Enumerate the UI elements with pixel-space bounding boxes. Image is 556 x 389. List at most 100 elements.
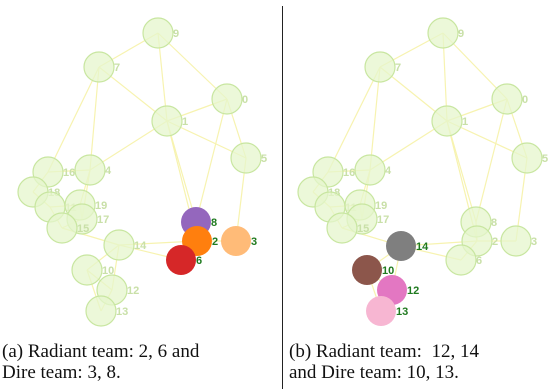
graph-a: 970151641811191715141012138236 (17, 17, 267, 327)
hero-node-19-label: 19 (375, 200, 387, 212)
hero-node-6-label: 6 (196, 255, 202, 267)
hero-node-4: 4 (354, 154, 392, 186)
hero-node-13-label: 13 (396, 306, 408, 318)
hero-node-14-circle (386, 231, 416, 261)
hero-node-9-label: 9 (173, 28, 179, 40)
panel-divider (282, 6, 283, 389)
hero-node-4-circle (74, 154, 106, 186)
edge-9-0 (157, 32, 228, 100)
hero-node-5-circle (230, 142, 262, 174)
hero-node-6-circle (445, 244, 477, 276)
hero-node-16-label: 16 (63, 167, 75, 179)
hero-node-1: 1 (151, 105, 188, 137)
edge-1-8 (166, 120, 197, 223)
hero-node-13-circle (366, 296, 396, 326)
hero-node-2-label: 2 (492, 236, 498, 248)
hero-node-0-label: 0 (242, 94, 248, 106)
graph-b: 970151641811191715823614101213 (297, 17, 548, 326)
hero-node-12-label: 12 (127, 285, 139, 297)
hero-node-3-circle (221, 226, 251, 256)
hero-node-1-label: 1 (462, 116, 468, 128)
hero-node-10-label: 10 (382, 265, 394, 277)
hero-node-9-label: 9 (458, 28, 464, 40)
hero-node-1-circle (431, 105, 463, 137)
hero-node-9-circle (142, 17, 174, 49)
hero-node-13: 13 (85, 295, 128, 327)
hero-node-10: 10 (352, 255, 394, 285)
hero-node-3: 3 (221, 226, 257, 256)
hero-node-6-label: 6 (476, 255, 482, 267)
hero-node-9-circle (427, 17, 459, 49)
hero-node-17-label: 17 (97, 214, 109, 226)
hero-node-5-circle (511, 142, 543, 174)
hero-node-10: 10 (71, 254, 114, 286)
hero-node-9: 9 (427, 17, 464, 49)
hero-node-8-label: 8 (491, 217, 497, 229)
hero-node-5-label: 5 (542, 153, 548, 165)
hero-node-1: 1 (431, 105, 468, 137)
edge-1-8 (446, 120, 477, 223)
hero-node-13-label: 13 (116, 306, 128, 318)
hero-node-15-label: 15 (77, 223, 89, 235)
hero-node-6: 6 (445, 244, 482, 276)
hero-node-14-label: 14 (134, 240, 147, 252)
hero-node-0: 0 (491, 83, 528, 115)
hero-node-15: 15 (326, 212, 369, 244)
edge-7-4 (89, 66, 100, 171)
hero-node-16-label: 16 (343, 167, 355, 179)
hero-node-9: 9 (142, 17, 179, 49)
hero-node-10-label: 10 (102, 265, 114, 277)
hero-node-1-label: 1 (182, 116, 188, 128)
hero-node-17-label: 17 (377, 214, 389, 226)
hero-node-3-label: 3 (251, 236, 257, 248)
hero-node-7-label: 7 (114, 62, 120, 74)
hero-node-14-circle (103, 229, 135, 261)
hero-node-5-label: 5 (261, 153, 267, 165)
panel-a: 970151641811191715141012138236 (a) Radia… (2, 17, 267, 383)
edge-7-4 (369, 66, 381, 171)
edge-7-16 (327, 66, 381, 173)
hero-node-14-label: 14 (416, 241, 429, 253)
hero-node-0-circle (211, 83, 243, 115)
hero-node-5: 5 (230, 142, 267, 174)
hero-node-2-label: 2 (212, 236, 218, 248)
hero-node-19-label: 19 (95, 200, 107, 212)
hero-node-7: 7 (83, 51, 120, 83)
hero-node-8-label: 8 (211, 217, 217, 229)
hero-node-14: 14 (386, 231, 429, 261)
hero-node-4-circle (354, 154, 386, 186)
caption-b: (b) Radiant team: 12, 14 and Dire team: … (289, 341, 479, 383)
edge-7-16 (47, 66, 100, 173)
hero-node-4-label: 4 (105, 165, 112, 177)
hero-node-13-circle (85, 295, 117, 327)
hero-node-0: 0 (211, 83, 248, 115)
hero-node-15-circle (46, 212, 78, 244)
hero-node-3-label: 3 (531, 236, 537, 248)
hero-node-6-circle (166, 245, 196, 275)
caption-a: (a) Radiant team: 2, 6 and Dire team: 3,… (2, 341, 200, 383)
hero-node-7-label: 7 (395, 62, 401, 74)
hero-node-3-circle (500, 225, 532, 257)
edge-0-8 (475, 98, 508, 223)
edge-0-8 (195, 98, 228, 223)
hero-node-6: 6 (166, 245, 202, 275)
panel-b: 970151641811191715823614101213 (b) Radia… (285, 0, 556, 389)
hero-node-3: 3 (500, 225, 537, 257)
hero-node-15: 15 (46, 212, 89, 244)
hero-node-10-circle (352, 255, 382, 285)
hero-node-0-label: 0 (522, 94, 528, 106)
hero-node-7-circle (364, 51, 396, 83)
hero-node-12-label: 12 (407, 285, 419, 297)
hero-node-5: 5 (511, 142, 548, 174)
hero-node-7: 7 (364, 51, 401, 83)
hero-node-14: 14 (103, 229, 147, 261)
hero-node-15-circle (326, 212, 358, 244)
hero-node-1-circle (151, 105, 183, 137)
hero-node-15-label: 15 (357, 223, 369, 235)
hero-node-0-circle (491, 83, 523, 115)
hero-node-10-circle (71, 254, 103, 286)
hero-node-7-circle (83, 51, 115, 83)
hero-node-4-label: 4 (385, 165, 392, 177)
hero-node-13: 13 (366, 296, 408, 326)
hero-node-4: 4 (74, 154, 112, 186)
